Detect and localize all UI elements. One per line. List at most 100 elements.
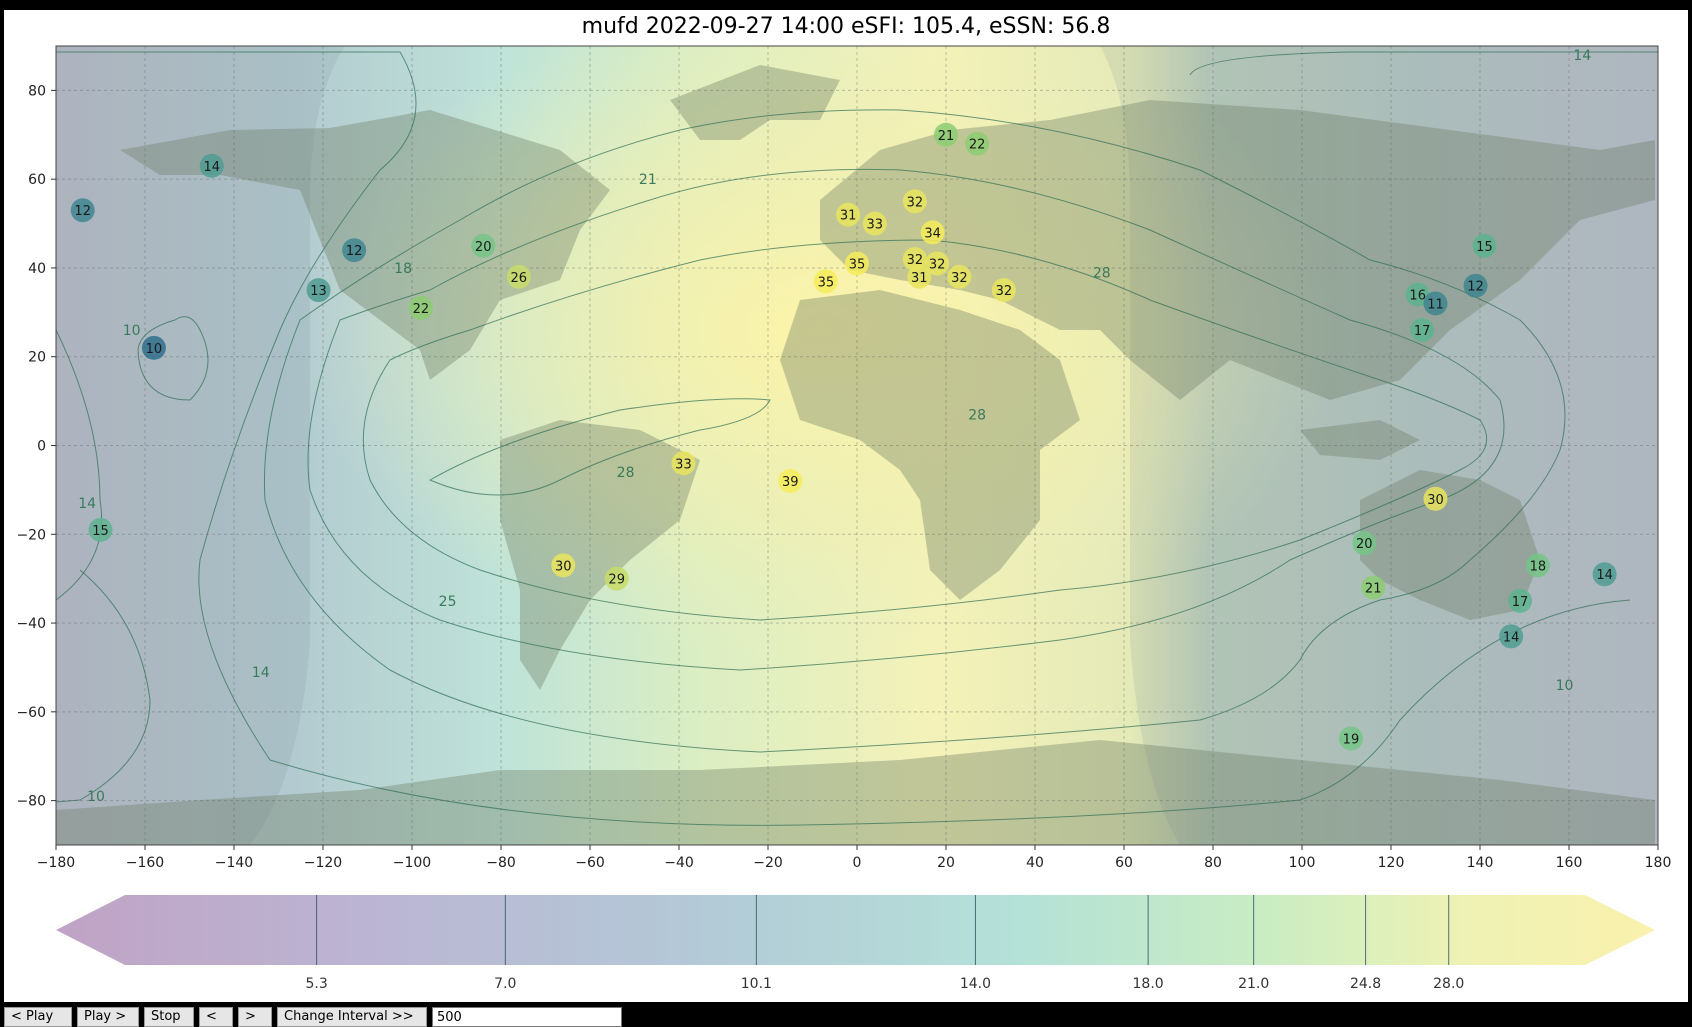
station-dot [907,264,932,289]
contour-label: 10 [123,323,141,339]
x-tick-label: 20 [937,855,955,871]
station-marker: 16 [1405,282,1430,307]
antarctica [56,740,1655,845]
play-forward-button[interactable]: Play > [77,1007,139,1027]
colorbar-tick-label: 5.3 [306,976,328,992]
station-marker: 29 [604,566,629,591]
contour-line [137,316,209,401]
y-tick-label: 80 [28,83,46,99]
station-marker: 35 [845,251,869,276]
station-marker: 14 [199,153,224,178]
contour-line [56,51,1631,826]
y-tick-label: −40 [16,616,46,632]
station-value: 15 [92,524,109,539]
x-tick-label: 60 [1115,855,1133,871]
x-tick-label: 40 [1026,855,1044,871]
y-tick-label: 40 [28,261,46,277]
station-value: 31 [911,271,928,286]
station-dot [1508,588,1533,613]
y-tick-label: 0 [37,439,46,455]
colorbar-tick-label: 24.8 [1350,976,1381,992]
station-marker: 34 [920,220,945,245]
station-value: 32 [996,284,1013,299]
contour-label: 14 [1573,48,1591,64]
station-dot [947,264,972,289]
station-value: 33 [675,457,692,472]
play-back-button[interactable]: < Play [4,1007,72,1027]
station-dot [506,264,531,289]
stop-button[interactable]: Stop [144,1007,194,1027]
y-tick-label: −80 [16,794,46,810]
page-title: mufd 2022-09-27 14:00 eSFI: 105.4, eSSN:… [581,14,1111,39]
colorbar: 5.3 7.0 10.1 14.0 18.0 21.0 24.8 28.0 [56,895,1655,992]
station-marker: 15 [1472,233,1497,258]
change-interval-button[interactable]: Change Interval >> [277,1007,427,1027]
colorbar-tick-label: 10.1 [741,976,772,992]
station-dot [1338,726,1363,751]
station-marker: 39 [778,469,803,494]
station-marker: 32 [991,278,1016,303]
station-dot [408,295,433,320]
station-marker: 12 [1463,273,1488,298]
y-tick-label: 20 [28,350,46,366]
station-marker: 35 [813,269,838,294]
station-value: 22 [969,138,986,153]
station-marker: 20 [471,233,496,258]
station-marker: 14 [1592,562,1617,587]
station-value: 17 [1414,324,1431,339]
greenland [670,65,840,140]
station-dot [991,278,1016,303]
x-tick-label: 80 [1204,855,1222,871]
station-dot [862,211,887,236]
station-value: 14 [203,160,220,175]
contour-line [56,569,151,803]
station-value: 35 [849,258,866,273]
station-value: 10 [146,342,163,357]
station-dot [342,238,367,263]
station-value: 39 [782,475,799,490]
station-dot [965,131,990,156]
station-dot [199,153,224,178]
x-tick-label: −20 [753,855,783,871]
contour-label: 10 [87,789,105,805]
station-dot [813,269,838,294]
station-dot [1525,553,1550,578]
station-value: 11 [1427,297,1444,312]
australia [1360,470,1540,620]
station-dot [604,566,629,591]
contour-line [307,168,1505,671]
station-marker: 26 [506,264,531,289]
colorbar-tick-label: 14.0 [960,976,991,992]
station-value: 20 [475,240,492,255]
station-value: 18 [1530,559,1547,574]
contour-label: 14 [78,496,96,512]
station-marker: 22 [408,295,433,320]
station-marker: 32 [925,251,950,276]
station-value: 13 [310,284,327,299]
station-marker: 19 [1338,726,1363,751]
south-america [500,420,700,690]
station-marker: 11 [1423,291,1448,316]
station-dot [902,189,927,214]
contour-label: 21 [639,172,657,188]
step-back-button[interactable]: < [199,1007,233,1027]
station-value: 32 [929,258,946,273]
station-dot [88,517,113,542]
contour-line [263,109,1566,753]
interval-input[interactable] [432,1007,622,1027]
station-value: 31 [840,209,857,224]
station-marker: 33 [862,211,887,236]
station-value: 21 [1365,582,1382,597]
station-dot [1361,575,1386,600]
station-dot [934,122,958,147]
step-forward-button[interactable]: > [238,1007,272,1027]
station-dot [836,202,861,227]
station-dot [306,278,331,303]
colorbar-ticks: 5.3 7.0 10.1 14.0 18.0 21.0 24.8 28.0 [306,895,1464,992]
mufd-field-peak [300,46,1340,660]
station-marker: 18 [1525,553,1550,578]
station-marker: 21 [1361,575,1386,600]
station-value: 15 [1476,240,1493,255]
station-marker: 21 [934,122,958,147]
